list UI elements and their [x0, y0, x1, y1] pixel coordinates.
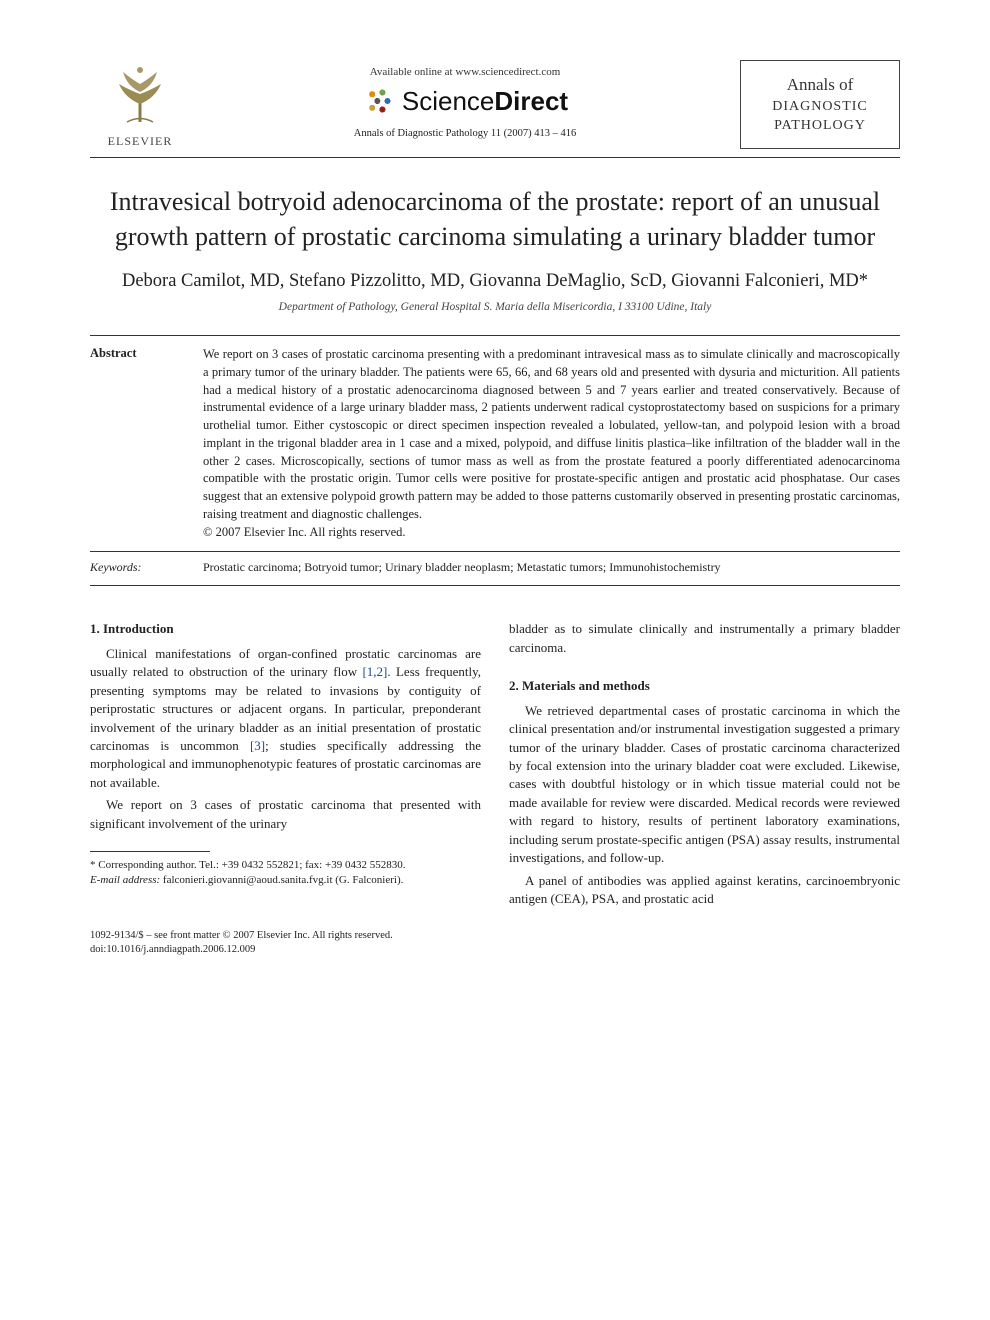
keywords-text: Prostatic carcinoma; Botryoid tumor; Uri…: [203, 560, 900, 575]
sciencedirect-logo: ScienceDirect: [362, 84, 568, 118]
sciencedirect-wordmark: ScienceDirect: [402, 86, 568, 117]
citation-1-2[interactable]: [1,2]: [362, 664, 387, 679]
sd-word-direct: Direct: [494, 86, 568, 116]
footnote-email-label: E-mail address:: [90, 874, 160, 886]
journal-title-box: Annals of DIAGNOSTIC PATHOLOGY: [740, 60, 900, 149]
journal-box-line3: PATHOLOGY: [747, 116, 893, 136]
footnote-email-value: falconieri.giovanni@aoud.sanita.fvg.it (…: [163, 874, 403, 886]
section-heading-introduction: 1. Introduction: [90, 620, 481, 638]
abstract-row: Abstract We report on 3 cases of prostat…: [90, 346, 900, 541]
article-body: 1. Introduction Clinical manifestations …: [90, 620, 900, 912]
section-heading-methods: 2. Materials and methods: [509, 677, 900, 695]
sciencedirect-swirl-icon: [362, 84, 396, 118]
abstract-body: We report on 3 cases of prostatic carcin…: [203, 347, 900, 521]
intro-paragraph-2: We report on 3 cases of prostatic carcin…: [90, 796, 481, 833]
front-matter-line: 1092-9134/$ – see front matter © 2007 El…: [90, 929, 900, 943]
journal-reference: Annals of Diagnostic Pathology 11 (2007)…: [190, 128, 740, 139]
abstract-text: We report on 3 cases of prostatic carcin…: [203, 346, 900, 541]
intro-paragraph-3-col2: bladder as to simulate clinically and in…: [509, 620, 900, 657]
article-title: Intravesical botryoid adenocarcinoma of …: [90, 184, 900, 254]
available-online-text: Available online at www.sciencedirect.co…: [190, 66, 740, 78]
page-header: ELSEVIER Available online at www.science…: [90, 60, 900, 149]
spacer: [509, 661, 900, 677]
intro-paragraph-1: Clinical manifestations of organ-confine…: [90, 645, 481, 793]
sd-word-science: Science: [402, 86, 495, 116]
journal-box-line2: DIAGNOSTIC: [747, 97, 893, 117]
footnote-corr-text: * Corresponding author. Tel.: +39 0432 5…: [90, 858, 481, 873]
article-page: ELSEVIER Available online at www.science…: [0, 0, 990, 1320]
footnote-email-line: E-mail address: falconieri.giovanni@aoud…: [90, 873, 481, 888]
header-rule: [90, 157, 900, 158]
corresponding-author-footnote: * Corresponding author. Tel.: +39 0432 5…: [90, 858, 481, 888]
elsevier-tree-icon: [105, 60, 175, 130]
abstract-block: Abstract We report on 3 cases of prostat…: [90, 335, 900, 586]
methods-paragraph-2: A panel of antibodies was applied agains…: [509, 872, 900, 909]
methods-paragraph-1: We retrieved departmental cases of prost…: [509, 702, 900, 868]
journal-box-line1: Annals of: [747, 73, 893, 97]
footnote-rule: [90, 851, 210, 852]
keywords-row: Keywords: Prostatic carcinoma; Botryoid …: [90, 551, 900, 575]
article-authors: Debora Camilot, MD, Stefano Pizzolitto, …: [90, 268, 900, 295]
citation-3[interactable]: [3]: [250, 738, 265, 753]
article-affiliation: Department of Pathology, General Hospita…: [90, 301, 900, 313]
publisher-name: ELSEVIER: [90, 134, 190, 149]
abstract-label: Abstract: [90, 346, 185, 541]
keywords-label: Keywords:: [90, 560, 185, 575]
publisher-logo-block: ELSEVIER: [90, 60, 190, 149]
header-center: Available online at www.sciencedirect.co…: [190, 60, 740, 139]
bottom-meta: 1092-9134/$ – see front matter © 2007 El…: [90, 929, 900, 957]
abstract-copyright: © 2007 Elsevier Inc. All rights reserved…: [203, 525, 406, 539]
doi-line: doi:10.1016/j.anndiagpath.2006.12.009: [90, 943, 900, 957]
